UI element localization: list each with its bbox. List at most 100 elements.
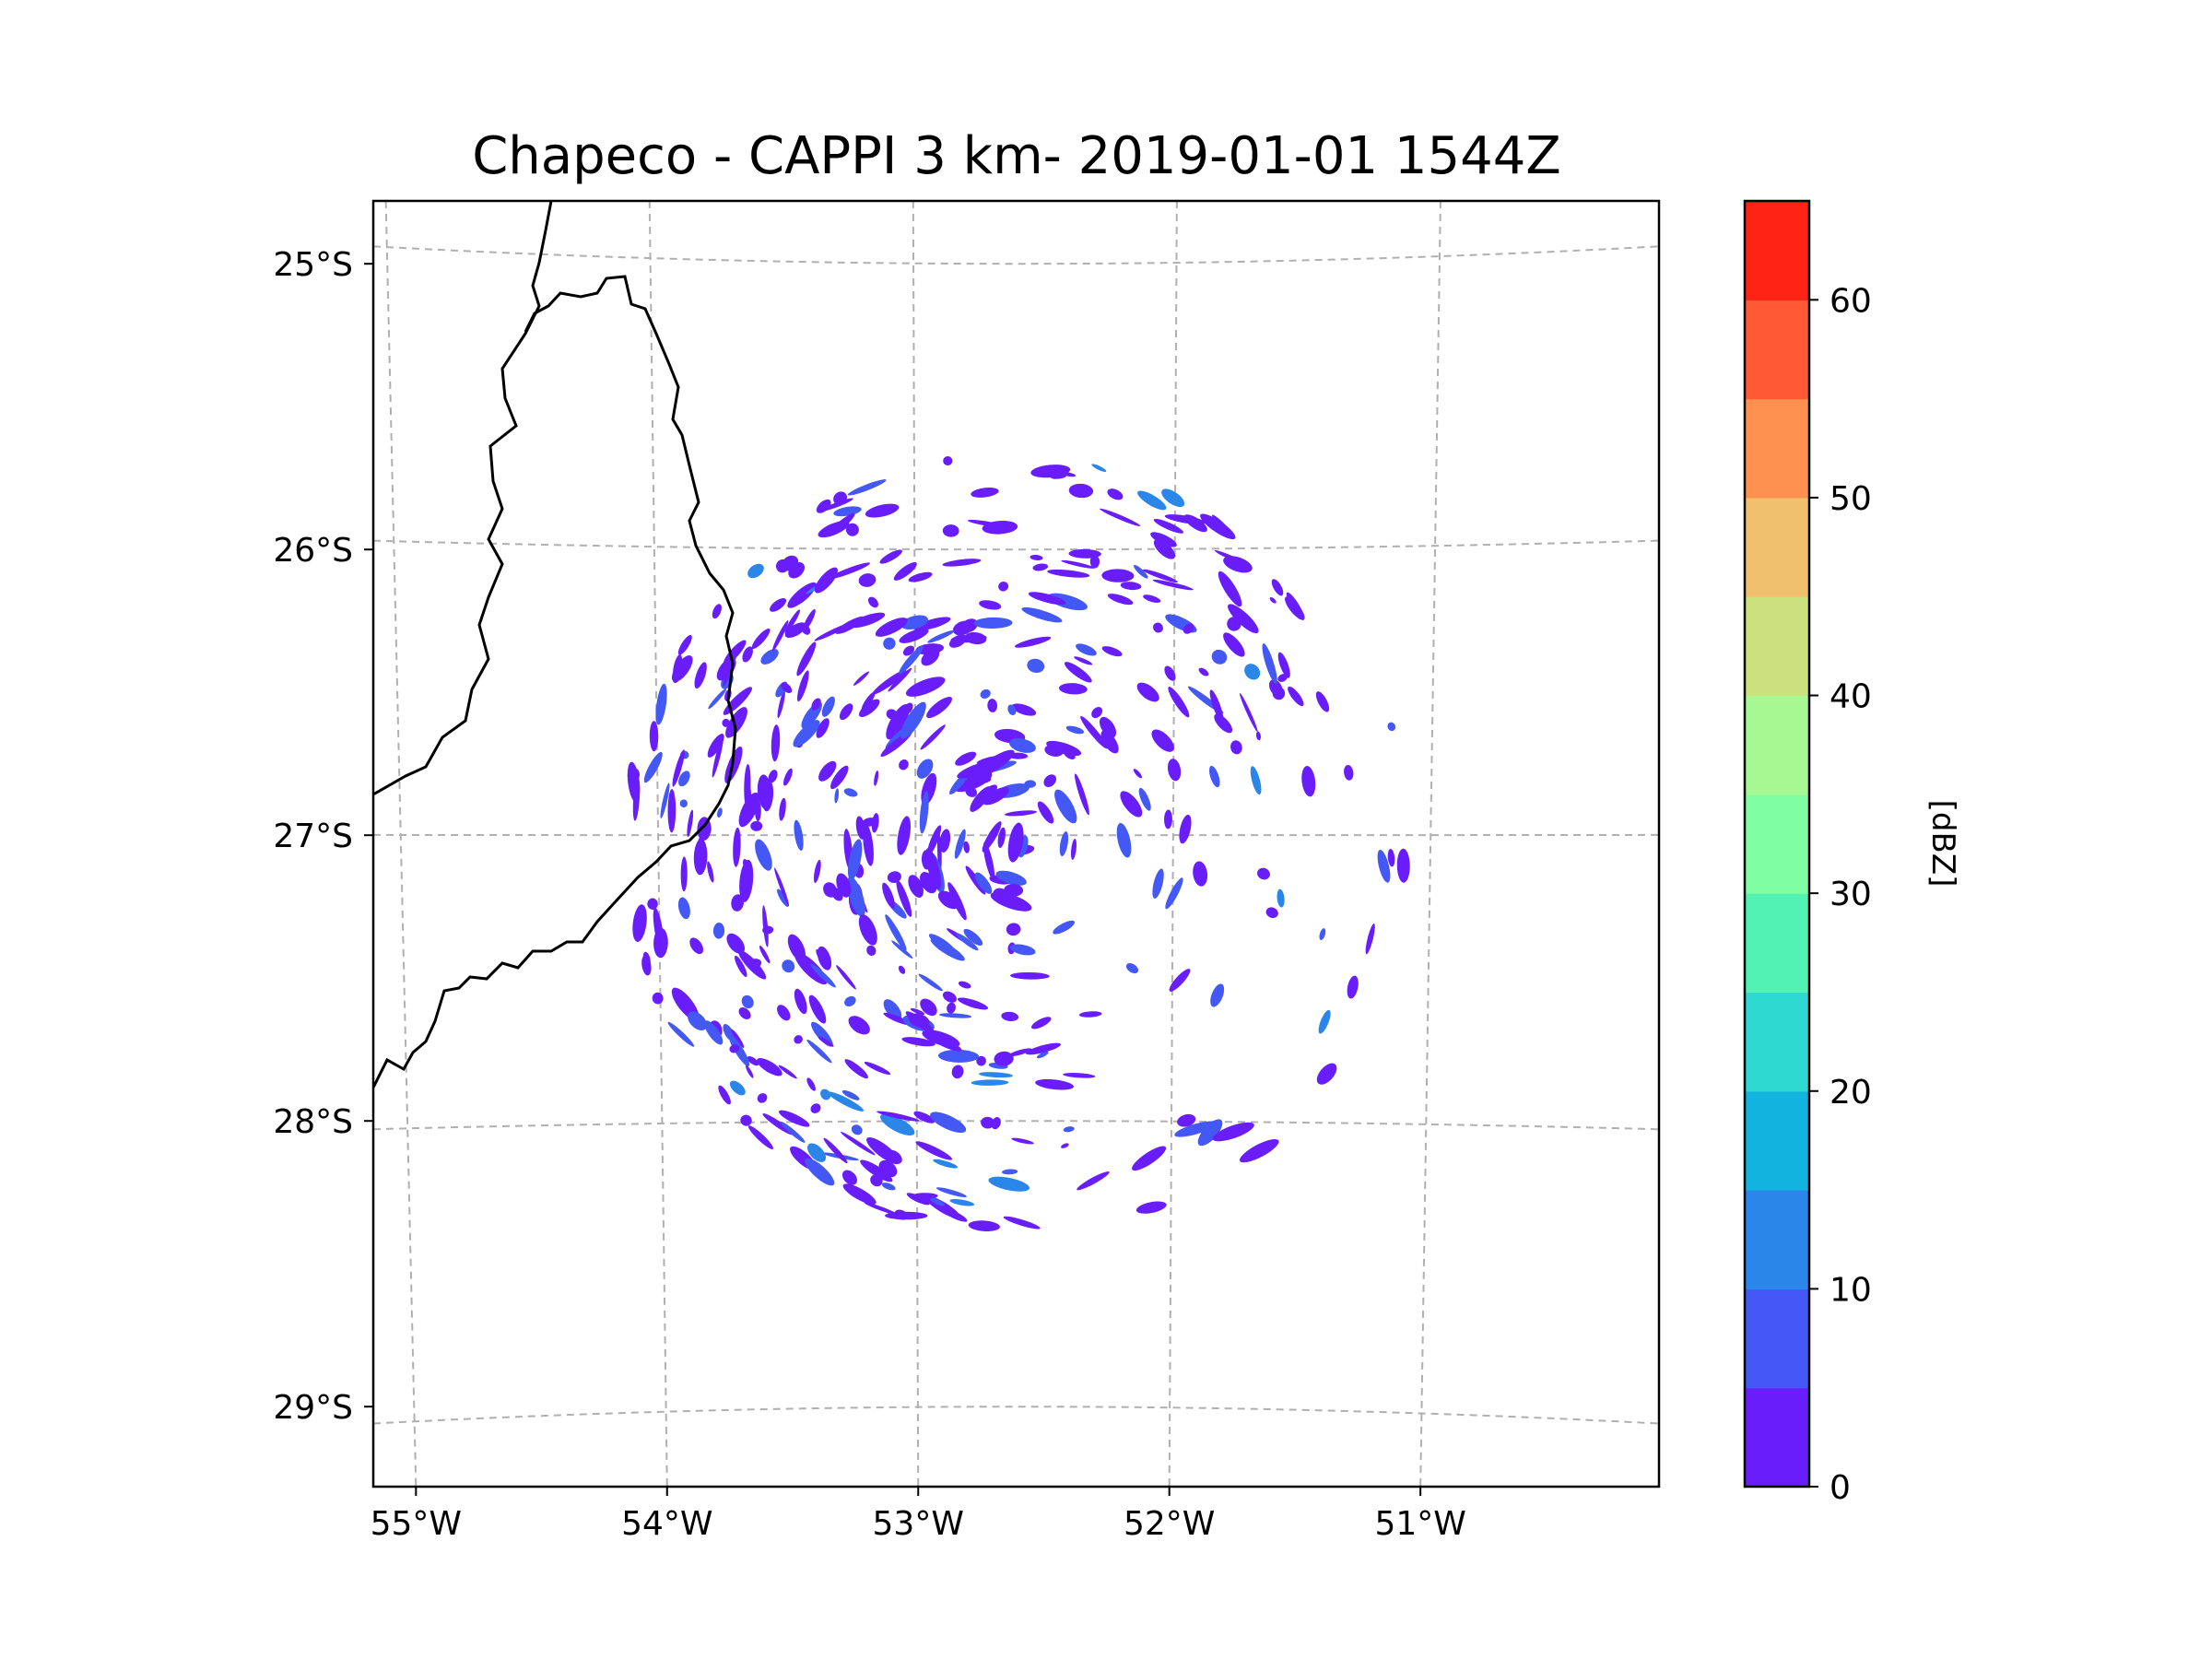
colorbar — [1745, 201, 1809, 1488]
colorbar-segment — [1745, 794, 1809, 894]
echo-cell — [1277, 888, 1285, 908]
x-tick-label: 55°W — [371, 1505, 462, 1543]
echo-cell — [796, 670, 809, 702]
colorbar-frame — [1743, 199, 1811, 1488]
echo-cell — [768, 770, 778, 783]
echo-cell — [780, 1121, 806, 1143]
echo-cell — [954, 771, 993, 793]
echo-cell — [680, 856, 688, 892]
echo-cell — [777, 888, 789, 907]
y-tick-label: 26°S — [273, 532, 353, 570]
echo-cell — [1043, 774, 1057, 787]
echo-cell — [886, 703, 910, 740]
echo-cell — [1070, 839, 1077, 860]
echo-cell — [747, 1125, 774, 1149]
echo-cell — [855, 816, 866, 840]
echo-cell — [1151, 729, 1174, 752]
echo-cell — [1153, 622, 1163, 633]
echo-cell — [762, 905, 769, 947]
echo-cell — [930, 1112, 967, 1134]
echo-cell — [998, 895, 1006, 901]
echo-cell — [738, 949, 767, 980]
echo-cell — [1009, 971, 1050, 980]
echo-cell — [1301, 766, 1316, 797]
echo-cell — [1001, 1169, 1018, 1175]
echo-cell — [858, 914, 877, 946]
echo-cell — [1198, 667, 1209, 677]
echo-cell — [926, 825, 942, 857]
echo-cell — [963, 841, 970, 853]
echo-cell — [836, 965, 856, 990]
echo-cell — [844, 1059, 868, 1079]
echo-cell — [816, 718, 830, 738]
echo-cell — [796, 641, 817, 677]
echo-cell — [1211, 649, 1228, 665]
colorbar-tick-label: 60 — [1830, 282, 1872, 320]
colorbar-segment — [1745, 1090, 1809, 1191]
echo-cell — [902, 645, 915, 656]
echo-cell — [1223, 632, 1245, 657]
colorbar-tick-label: 50 — [1830, 480, 1872, 518]
echo-cell — [861, 691, 876, 712]
echo-cell — [1250, 766, 1262, 795]
echo-cell — [801, 623, 811, 635]
echo-cell — [1164, 809, 1172, 830]
echo-cell — [968, 1220, 1000, 1231]
echo-cell — [915, 1141, 953, 1160]
echo-cell — [942, 524, 959, 537]
echo-cell — [998, 582, 1009, 592]
echo-cell — [997, 827, 1006, 848]
echo-cell — [1269, 597, 1277, 604]
echo-cell — [1137, 490, 1167, 511]
echo-cell — [1044, 744, 1064, 757]
echo-cell — [864, 1202, 899, 1216]
echo-cell — [1143, 594, 1161, 603]
echo-cell — [918, 973, 943, 992]
echo-cell — [941, 1207, 968, 1222]
echo-cell — [731, 894, 745, 912]
echo-cell — [641, 955, 652, 976]
echo-cell — [1004, 810, 1037, 817]
echo-cell — [920, 998, 937, 1017]
echo-cell — [652, 992, 664, 1005]
echo-cell — [900, 701, 926, 739]
echo-cell — [882, 882, 895, 909]
echo-cell — [896, 879, 912, 917]
echo-cell — [970, 786, 992, 812]
x-axis-ticks: 55°W 54°W 53°W 52°W 51°W — [371, 1487, 1466, 1543]
echo-cell — [1169, 969, 1191, 992]
echo-cell — [899, 759, 909, 771]
echo-cell — [1028, 592, 1066, 606]
echo-cell — [1200, 513, 1236, 540]
echo-cell — [784, 622, 806, 639]
echo-cell — [739, 859, 754, 902]
echo-cell — [677, 897, 690, 920]
echo-cell — [1011, 703, 1037, 716]
echo-cell — [920, 724, 946, 750]
echo-cell — [1132, 1146, 1167, 1171]
echo-cell — [898, 965, 906, 974]
echo-cell — [750, 820, 763, 831]
echo-cell — [1068, 548, 1101, 559]
echo-cell — [1377, 849, 1391, 883]
echo-cell — [1064, 662, 1092, 683]
echo-cell — [1058, 683, 1088, 695]
echo-cell — [1387, 849, 1395, 867]
echo-cell — [1053, 920, 1076, 935]
echo-cell — [847, 479, 887, 496]
colorbar-segment — [1745, 201, 1809, 300]
echo-cell — [1396, 848, 1410, 883]
echo-cell — [754, 799, 761, 822]
echo-cell — [707, 861, 714, 883]
echo-cell — [880, 1113, 915, 1136]
echo-cell — [1164, 665, 1176, 681]
echo-cell — [1025, 1042, 1062, 1055]
colorbar-tick-label: 30 — [1830, 876, 1872, 913]
colorbar-tick-label: 20 — [1830, 1074, 1872, 1112]
x-tick-label: 51°W — [1374, 1505, 1465, 1543]
gridline-lon-4 — [1419, 201, 1441, 1487]
echo-cell — [982, 520, 1018, 535]
echo-cell — [806, 1039, 832, 1064]
echo-cell — [647, 898, 658, 911]
echo-cell — [823, 1137, 848, 1164]
